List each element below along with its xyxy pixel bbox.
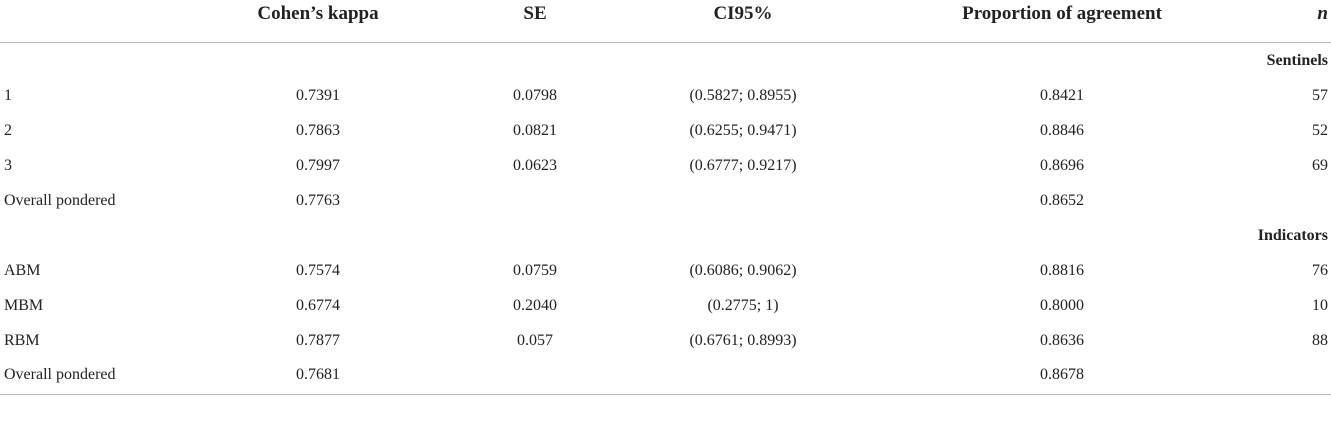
- cell: 0.7574: [296, 261, 340, 279]
- data-row: MBM 0.6774 0.2040 (0.2775; 1) 0.8000 10: [0, 288, 1331, 323]
- empty-cell: [664, 358, 822, 395]
- cell: 0.8000: [1040, 296, 1084, 314]
- data-row: Overall pondered 0.7681 0.8678: [0, 358, 1331, 395]
- cell: 57: [1312, 86, 1328, 104]
- cell: 0.0821: [513, 121, 557, 139]
- cell: 0.0623: [513, 156, 557, 174]
- data-row: 2 0.7863 0.0821 (0.6255; 0.9471) 0.8846 52: [0, 113, 1331, 148]
- cell: 0.6774: [296, 296, 340, 314]
- row-label: 1: [4, 86, 12, 104]
- section-title: Sentinels: [1266, 51, 1328, 69]
- cell: 0.7877: [296, 331, 340, 349]
- header-cell: [0, 0, 230, 43]
- cell: 0.7391: [296, 86, 340, 104]
- cell: 0.7681: [230, 358, 406, 395]
- cell: 0.7763: [296, 191, 340, 209]
- cell: (0.6255; 0.9471): [689, 121, 797, 139]
- empty-cell: [406, 183, 664, 218]
- cell: 0.8846: [1040, 121, 1084, 139]
- header-cell: SE: [406, 0, 664, 43]
- cell: 0.057: [517, 331, 553, 349]
- cell: 10: [1312, 296, 1328, 314]
- header-cell: Cohen’s kappa: [230, 0, 406, 43]
- data-row: 1 0.7391 0.0798 (0.5827; 0.8955) 0.8421 57: [0, 78, 1331, 113]
- cell: (0.6777; 0.9217): [689, 156, 797, 174]
- cell: 0.7997: [296, 156, 340, 174]
- section-row: Sentinels: [0, 43, 1331, 79]
- cell: (0.2775; 1): [707, 296, 779, 314]
- cell: 0.8696: [1040, 156, 1084, 174]
- cell: 0.8652: [1040, 191, 1084, 209]
- empty-cell: [1302, 358, 1331, 395]
- cell: 0.8636: [1040, 331, 1084, 349]
- cell: 76: [1312, 261, 1328, 279]
- empty-cell: [1302, 183, 1331, 218]
- header-row: Cohen’s kappa SE CI95% Proportion of agreem…: [0, 0, 1331, 43]
- cell: 0.8816: [1040, 261, 1084, 279]
- row-label: Overall pondered: [0, 358, 230, 395]
- cell: (0.6086; 0.9062): [689, 261, 797, 279]
- header-cell: Proportion of agreement: [822, 0, 1302, 43]
- row-label: 3: [4, 156, 12, 174]
- data-row: RBM 0.7877 0.057 (0.6761; 0.8993) 0.8636 88: [0, 323, 1331, 358]
- cell: (0.6761; 0.8993): [689, 331, 797, 349]
- row-label: 2: [4, 121, 12, 139]
- row-label: RBM: [4, 331, 40, 349]
- header-cell: n: [1302, 0, 1331, 43]
- results-table: Cohen’s kappa SE CI95% Proportion of agreem…: [0, 0, 1331, 395]
- cell: 0.2040: [513, 296, 557, 314]
- cell: 0.7863: [296, 121, 340, 139]
- section-row: Indicators: [0, 218, 1331, 253]
- row-label: ABM: [4, 261, 41, 279]
- data-row: ABM 0.7574 0.0759 (0.6086; 0.9062) 0.8816 76: [0, 253, 1331, 288]
- table-body: Sentinels 1 0.7391 0.0798 (0.5827; 0.8955) 0.…: [0, 43, 1331, 395]
- cell: (0.5827; 0.8955): [689, 86, 797, 104]
- header-cell: CI95%: [664, 0, 822, 43]
- cell: 0.0759: [513, 261, 557, 279]
- data-row: Overall pondered 0.7763 0.8652: [0, 183, 1331, 218]
- cell: 0.8678: [822, 358, 1302, 395]
- empty-cell: [664, 183, 822, 218]
- section-title: Indicators: [1257, 226, 1328, 244]
- cell: 0.8421: [1040, 86, 1084, 104]
- data-row: 3 0.7997 0.0623 (0.6777; 0.9217) 0.8696 69: [0, 148, 1331, 183]
- row-label: MBM: [4, 296, 44, 314]
- empty-cell: [406, 358, 664, 395]
- row-label: Overall pondered: [4, 191, 116, 209]
- cell: 52: [1312, 121, 1328, 139]
- cell: 88: [1312, 331, 1328, 349]
- cell: 0.0798: [513, 86, 557, 104]
- cell: 69: [1312, 156, 1328, 174]
